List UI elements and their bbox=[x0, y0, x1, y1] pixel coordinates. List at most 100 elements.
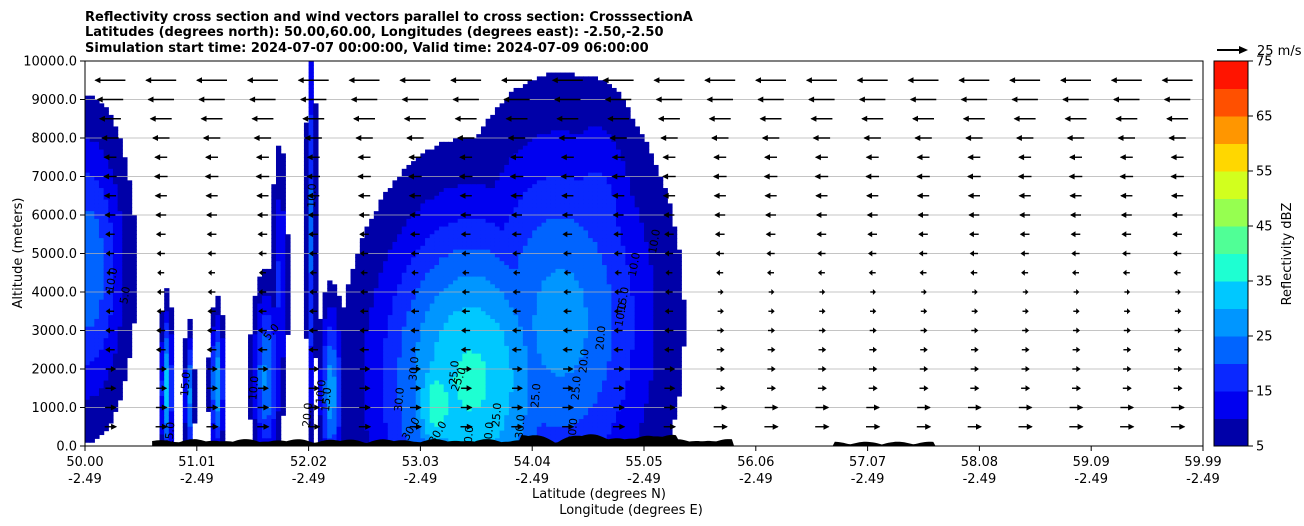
reflectivity-cell bbox=[285, 330, 291, 335]
reflectivity-cell bbox=[476, 284, 482, 289]
reflectivity-cell bbox=[448, 176, 454, 181]
reflectivity-cell bbox=[480, 434, 487, 439]
reflectivity-cell bbox=[327, 411, 333, 416]
reflectivity-cell bbox=[420, 299, 426, 305]
reflectivity-cell bbox=[271, 203, 277, 208]
reflectivity-cell bbox=[485, 253, 491, 258]
reflectivity-cell bbox=[471, 403, 477, 409]
reflectivity-cell bbox=[513, 238, 519, 243]
reflectivity-cell bbox=[434, 168, 440, 174]
reflectivity-cell bbox=[513, 315, 519, 320]
reflectivity-cell bbox=[397, 365, 403, 370]
reflectivity-cell bbox=[485, 161, 491, 166]
reflectivity-cell bbox=[508, 114, 515, 120]
reflectivity-cell bbox=[266, 403, 272, 409]
reflectivity-cell bbox=[336, 349, 342, 355]
reflectivity-cell bbox=[266, 299, 272, 305]
reflectivity-cell bbox=[89, 203, 95, 208]
reflectivity-cell bbox=[494, 184, 501, 189]
reflectivity-cell bbox=[415, 388, 421, 393]
reflectivity-cell bbox=[159, 318, 165, 324]
reflectivity-cell bbox=[448, 249, 454, 255]
reflectivity-cell bbox=[527, 87, 533, 93]
reflectivity-cell bbox=[248, 399, 254, 405]
reflectivity-cell bbox=[313, 184, 319, 189]
reflectivity-cell bbox=[513, 295, 519, 301]
reflectivity-cell bbox=[499, 322, 505, 328]
reflectivity-cell bbox=[406, 299, 412, 305]
reflectivity-cell bbox=[164, 307, 170, 312]
reflectivity-cell bbox=[303, 207, 310, 212]
reflectivity-cell bbox=[429, 415, 435, 420]
reflectivity-cell bbox=[453, 288, 459, 293]
reflectivity-cell bbox=[266, 407, 272, 412]
reflectivity-cell bbox=[108, 130, 114, 135]
reflectivity-cell bbox=[508, 99, 515, 104]
reflectivity-cell bbox=[406, 284, 412, 289]
reflectivity-cell bbox=[378, 388, 384, 393]
reflectivity-cell bbox=[420, 257, 426, 262]
reflectivity-cell bbox=[285, 284, 291, 289]
reflectivity-cell bbox=[85, 103, 91, 108]
reflectivity-cell bbox=[108, 372, 114, 378]
reflectivity-cell bbox=[313, 280, 319, 285]
reflectivity-cell bbox=[494, 211, 501, 216]
reflectivity-cell bbox=[103, 153, 109, 158]
reflectivity-cell bbox=[457, 422, 463, 428]
reflectivity-cell bbox=[429, 180, 435, 185]
reflectivity-cell bbox=[373, 395, 380, 401]
reflectivity-cell bbox=[406, 257, 412, 262]
reflectivity-cell bbox=[522, 284, 529, 289]
reflectivity-cell bbox=[457, 349, 463, 355]
reflectivity-cell bbox=[103, 338, 109, 343]
reflectivity-cell bbox=[345, 288, 352, 293]
reflectivity-cell bbox=[308, 330, 314, 335]
reflectivity-cell bbox=[94, 122, 100, 128]
reflectivity-cell bbox=[504, 176, 510, 181]
reflectivity-cell bbox=[378, 207, 384, 212]
reflectivity-cell bbox=[266, 342, 272, 347]
reflectivity-cell bbox=[513, 145, 519, 151]
reflectivity-cell bbox=[397, 392, 403, 397]
reflectivity-cell bbox=[466, 238, 473, 243]
reflectivity-cell bbox=[429, 372, 435, 378]
reflectivity-cell bbox=[355, 295, 361, 301]
reflectivity-cell bbox=[89, 268, 95, 274]
reflectivity-cell bbox=[411, 184, 417, 189]
reflectivity-cell bbox=[443, 334, 449, 339]
reflectivity-cell bbox=[518, 261, 524, 266]
reflectivity-cell bbox=[462, 203, 468, 208]
reflectivity-cell bbox=[508, 107, 515, 112]
reflectivity-cell bbox=[373, 326, 380, 332]
reflectivity-cell bbox=[266, 315, 272, 320]
reflectivity-cell bbox=[112, 311, 119, 316]
reflectivity-cell bbox=[257, 365, 263, 370]
reflectivity-cell bbox=[522, 95, 529, 101]
reflectivity-cell bbox=[271, 311, 277, 316]
reflectivity-cell bbox=[280, 407, 286, 412]
reflectivity-cell bbox=[425, 180, 431, 185]
reflectivity-cell bbox=[471, 218, 477, 224]
reflectivity-cell bbox=[420, 245, 426, 251]
reflectivity-cell bbox=[308, 141, 314, 147]
reflectivity-cell bbox=[457, 253, 463, 258]
reflectivity-cell bbox=[527, 157, 533, 162]
reflectivity-cell bbox=[378, 307, 384, 312]
reflectivity-cell bbox=[373, 407, 380, 412]
reflectivity-cell bbox=[476, 353, 482, 359]
reflectivity-cell bbox=[406, 369, 412, 374]
reflectivity-cell bbox=[429, 399, 435, 405]
reflectivity-cell bbox=[406, 276, 412, 282]
reflectivity-cell bbox=[303, 284, 310, 289]
reflectivity-cell bbox=[350, 353, 356, 359]
reflectivity-cell bbox=[331, 365, 338, 370]
reflectivity-cell bbox=[480, 357, 487, 362]
reflectivity-cell bbox=[126, 230, 133, 235]
reflectivity-cell bbox=[480, 399, 487, 405]
reflectivity-cell bbox=[499, 407, 505, 412]
reflectivity-cell bbox=[373, 388, 380, 393]
reflectivity-cell bbox=[439, 145, 445, 151]
reflectivity-cell bbox=[89, 384, 95, 389]
reflectivity-cell bbox=[527, 268, 533, 274]
reflectivity-cell bbox=[252, 315, 258, 320]
